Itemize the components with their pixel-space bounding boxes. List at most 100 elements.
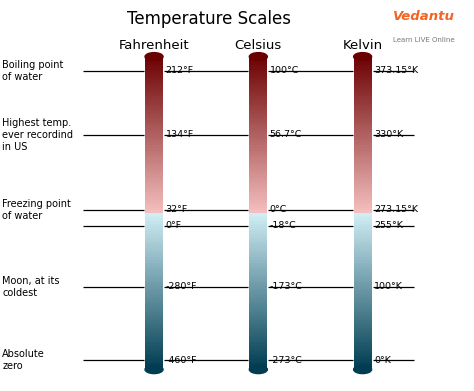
Bar: [354, 260, 372, 263]
Bar: [354, 333, 372, 335]
Bar: [249, 190, 267, 192]
Text: Celsius: Celsius: [235, 39, 282, 52]
Bar: [354, 255, 372, 257]
Bar: [145, 140, 163, 143]
Bar: [354, 343, 372, 346]
Bar: [354, 244, 372, 247]
Bar: [249, 195, 267, 197]
Bar: [145, 312, 163, 315]
Bar: [145, 323, 163, 325]
Bar: [354, 281, 372, 283]
Bar: [145, 75, 163, 77]
Bar: [249, 153, 267, 156]
Bar: [249, 341, 267, 343]
Bar: [354, 96, 372, 99]
Bar: [249, 72, 267, 75]
Bar: [354, 135, 372, 138]
Bar: [354, 67, 372, 70]
Bar: [249, 367, 267, 369]
Bar: [354, 205, 372, 208]
Bar: [249, 187, 267, 190]
Bar: [354, 323, 372, 325]
Bar: [249, 200, 267, 203]
Bar: [145, 169, 163, 171]
Bar: [249, 119, 267, 122]
Ellipse shape: [145, 53, 163, 61]
Bar: [249, 351, 267, 354]
Bar: [249, 205, 267, 208]
Bar: [249, 299, 267, 302]
Bar: [145, 138, 163, 140]
Bar: [145, 124, 163, 127]
Bar: [145, 203, 163, 205]
Bar: [249, 151, 267, 153]
Bar: [354, 312, 372, 315]
Bar: [354, 114, 372, 117]
Bar: [145, 59, 163, 62]
Bar: [145, 289, 163, 291]
Bar: [145, 177, 163, 179]
Bar: [354, 210, 372, 213]
Bar: [145, 117, 163, 119]
Bar: [145, 226, 163, 229]
Bar: [145, 62, 163, 65]
Bar: [249, 296, 267, 299]
Bar: [354, 187, 372, 190]
Bar: [145, 210, 163, 213]
Bar: [145, 273, 163, 276]
Bar: [145, 119, 163, 122]
Text: 134°F: 134°F: [165, 130, 194, 140]
Bar: [249, 65, 267, 67]
Bar: [354, 276, 372, 278]
Ellipse shape: [354, 366, 372, 373]
Bar: [249, 349, 267, 351]
Bar: [354, 174, 372, 177]
Bar: [249, 182, 267, 185]
Bar: [354, 88, 372, 91]
Bar: [249, 177, 267, 179]
Bar: [145, 354, 163, 357]
Bar: [145, 174, 163, 177]
Bar: [249, 174, 267, 177]
Text: 0°F: 0°F: [165, 221, 182, 230]
Bar: [145, 161, 163, 163]
Bar: [249, 286, 267, 289]
Bar: [249, 83, 267, 85]
Bar: [354, 359, 372, 362]
Bar: [145, 197, 163, 200]
Bar: [354, 148, 372, 151]
Text: 373.15°K: 373.15°K: [374, 66, 418, 75]
Bar: [354, 265, 372, 268]
Bar: [145, 362, 163, 364]
Bar: [145, 231, 163, 234]
Bar: [145, 283, 163, 286]
Bar: [145, 252, 163, 255]
Text: Absolute
zero: Absolute zero: [2, 349, 45, 371]
Bar: [249, 192, 267, 195]
Bar: [354, 109, 372, 111]
Bar: [354, 200, 372, 203]
Bar: [354, 310, 372, 312]
Text: Highest temp.
ever recordind
in US: Highest temp. ever recordind in US: [2, 118, 73, 152]
Bar: [354, 213, 372, 216]
Bar: [354, 166, 372, 169]
Bar: [354, 138, 372, 140]
Bar: [249, 359, 267, 362]
Text: Kelvin: Kelvin: [343, 39, 383, 52]
Bar: [249, 104, 267, 106]
Bar: [145, 179, 163, 182]
Bar: [145, 302, 163, 304]
Bar: [145, 163, 163, 166]
Bar: [249, 268, 267, 271]
Bar: [249, 242, 267, 244]
Bar: [354, 93, 372, 96]
Bar: [145, 65, 163, 67]
Bar: [145, 234, 163, 237]
Bar: [145, 156, 163, 158]
Bar: [249, 276, 267, 278]
Bar: [249, 247, 267, 249]
Ellipse shape: [145, 366, 163, 373]
Bar: [249, 91, 267, 93]
Bar: [145, 315, 163, 317]
Bar: [249, 362, 267, 364]
